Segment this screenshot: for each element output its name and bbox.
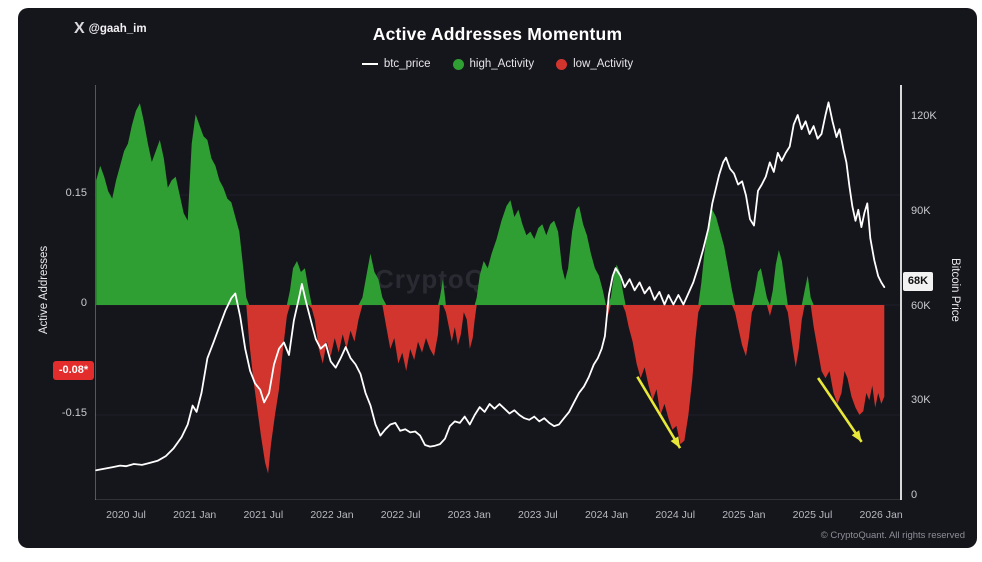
y-tick-left: 0.15 bbox=[65, 186, 87, 199]
legend-label: btc_price bbox=[383, 58, 431, 70]
momentum-value-badge: -0.08* bbox=[53, 360, 94, 380]
x-tick: 2022 Jan bbox=[310, 509, 354, 521]
btc-price-badge: 68K bbox=[903, 272, 933, 292]
copyright-footer: © CryptoQuant. All rights reserved bbox=[820, 530, 965, 541]
y-tick-right: 90K bbox=[911, 204, 931, 217]
trend-arrowhead bbox=[670, 436, 681, 449]
y-tick-left: 0 bbox=[80, 296, 87, 309]
x-tick: 2021 Jul bbox=[243, 509, 284, 521]
legend: btc_price high_Activity low_Activity bbox=[18, 58, 977, 70]
author-handle: X @gaah_im bbox=[74, 20, 147, 38]
legend-item-high-activity[interactable]: high_Activity bbox=[452, 58, 535, 70]
y-tick-right: 0 bbox=[911, 489, 918, 502]
btc-price-line bbox=[95, 101, 886, 472]
legend-label: high_Activity bbox=[469, 58, 535, 70]
legend-label: low_Activity bbox=[573, 58, 634, 70]
x-tick: 2022 Jul bbox=[380, 509, 421, 521]
trend-arrowhead bbox=[851, 430, 862, 442]
x-tick: 2023 Jul bbox=[518, 509, 558, 521]
x-tick: 2024 Jan bbox=[584, 509, 629, 521]
high-activity-area bbox=[96, 103, 885, 305]
trend-arrow bbox=[636, 376, 682, 449]
x-tick: 2021 Jan bbox=[173, 509, 217, 521]
x-twitter-icon: X bbox=[74, 20, 85, 37]
chart-panel: X @gaah_im Active Addresses Momentum btc… bbox=[18, 8, 977, 548]
x-tick: 2025 Jan bbox=[722, 509, 766, 521]
red-dot-icon bbox=[556, 58, 568, 70]
legend-item-low-activity[interactable]: low_Activity bbox=[556, 58, 633, 70]
handle-text: @gaah_im bbox=[88, 23, 147, 35]
x-tick: 2023 Jan bbox=[447, 509, 491, 521]
y-tick-left: -0.15 bbox=[61, 406, 87, 419]
low-activity-area bbox=[96, 305, 885, 474]
x-tick: 2024 Jul bbox=[655, 509, 696, 521]
right-axis-title: Bitcoin Price bbox=[949, 258, 961, 322]
green-dot-icon bbox=[452, 58, 464, 70]
x-tick: 2025 Jul bbox=[792, 509, 833, 521]
plot-area[interactable] bbox=[95, 85, 902, 500]
legend-item-btc-price[interactable]: btc_price bbox=[361, 58, 431, 70]
y-tick-right: 120K bbox=[911, 110, 937, 123]
trend-arrow bbox=[816, 377, 863, 443]
x-tick: 2020 Jul bbox=[106, 509, 146, 521]
y-tick-right: 60K bbox=[911, 299, 931, 312]
left-axis-title: Active Addresses bbox=[38, 245, 50, 335]
line-swatch-icon bbox=[361, 63, 378, 65]
x-tick: 2026 Jan bbox=[859, 509, 903, 521]
page-title: Active Addresses Momentum bbox=[372, 24, 623, 44]
y-tick-right: 30K bbox=[911, 394, 931, 407]
